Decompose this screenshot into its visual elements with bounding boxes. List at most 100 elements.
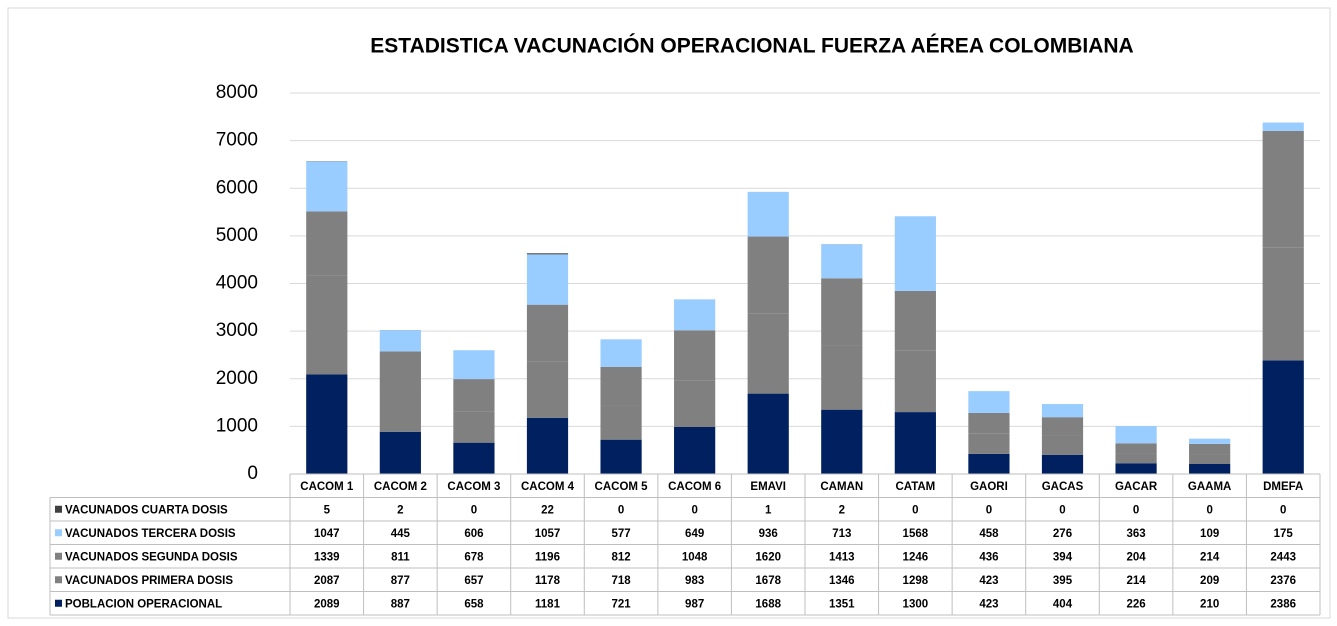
bar-segment — [306, 211, 347, 275]
table-value: 1178 — [535, 575, 561, 587]
table-value: 812 — [611, 551, 630, 563]
table-value: 1047 — [314, 528, 340, 540]
x-tick-label: CACOM 4 — [521, 481, 575, 493]
bar-segment — [380, 330, 421, 351]
y-tick-label: 2000 — [216, 368, 258, 389]
bar-segment — [453, 350, 494, 379]
bar-segment — [1115, 463, 1156, 474]
table-value: 0 — [1133, 504, 1139, 516]
bar-segment — [380, 432, 421, 474]
y-tick-label: 5000 — [216, 225, 258, 246]
table-value: 1678 — [755, 575, 781, 587]
table-value: 394 — [1053, 551, 1073, 563]
bar-segment — [1263, 247, 1304, 360]
bar-segment — [968, 391, 1009, 413]
table-value: 22 — [541, 504, 554, 516]
table-value: 1688 — [755, 598, 781, 610]
table-value: 606 — [464, 528, 483, 540]
x-tick-label: CACOM 3 — [447, 481, 500, 493]
table-value: 423 — [979, 575, 998, 587]
table-value: 226 — [1126, 598, 1145, 610]
table-value: 987 — [685, 598, 704, 610]
x-tick-label: GACAR — [1115, 481, 1158, 493]
legend-swatch — [55, 576, 62, 583]
table-value: 458 — [979, 528, 999, 540]
bar-segment — [306, 161, 347, 211]
bar-segment — [1115, 426, 1156, 443]
y-tick-label: 0 — [247, 463, 258, 484]
table-value: 0 — [1280, 504, 1286, 516]
chart-title: ESTADISTICA VACUNACIÓN OPERACIONAL FUERZ… — [370, 34, 1133, 58]
y-tick-label: 8000 — [216, 82, 258, 103]
bar-segment — [1263, 131, 1304, 247]
legend-label: POBLACION OPERACIONAL — [65, 598, 222, 610]
bar-segment — [453, 379, 494, 411]
legend-label: VACUNADOS CUARTA DOSIS — [65, 504, 228, 516]
table-value: 436 — [979, 551, 998, 563]
table-value: 713 — [832, 528, 851, 540]
table-value: 2386 — [1270, 598, 1296, 610]
table-value: 0 — [1206, 504, 1212, 516]
bar-segment — [674, 380, 715, 427]
table-value: 5 — [324, 504, 331, 516]
y-tick-label: 3000 — [216, 320, 258, 341]
bar-segment — [674, 330, 715, 380]
table-value: 1048 — [682, 551, 708, 563]
bar-segment — [895, 350, 936, 412]
table-value: 0 — [691, 504, 697, 516]
bar-segment — [1189, 444, 1230, 454]
bar-segment — [1263, 123, 1304, 131]
table-value: 214 — [1200, 551, 1220, 563]
bar-segment — [1042, 455, 1083, 474]
bar-segment — [1189, 439, 1230, 444]
legend-swatch — [55, 600, 62, 607]
table-value: 2 — [839, 504, 845, 516]
table-value: 1620 — [755, 551, 781, 563]
table-value: 2089 — [314, 598, 340, 610]
table-value: 423 — [979, 598, 998, 610]
bar-segment — [453, 411, 494, 442]
table-value: 1300 — [903, 598, 929, 610]
table-value: 0 — [912, 504, 918, 516]
table-value: 1298 — [903, 575, 929, 587]
legend-swatch — [55, 553, 62, 560]
bar-segment — [527, 305, 568, 362]
y-tick-label: 4000 — [216, 273, 258, 294]
bar-segment — [968, 454, 1009, 474]
bar-segment — [821, 244, 862, 278]
table-value: 811 — [391, 551, 410, 563]
table-value: 175 — [1274, 528, 1294, 540]
table-value: 363 — [1126, 528, 1145, 540]
bar-segment — [674, 427, 715, 474]
table-value: 649 — [685, 528, 704, 540]
x-tick-label: CACOM 2 — [374, 481, 427, 493]
bar-segment — [453, 443, 494, 474]
table-value: 1339 — [314, 551, 340, 563]
x-tick-label: DMEFA — [1263, 481, 1303, 493]
table-value: 718 — [611, 575, 631, 587]
table-value: 1 — [765, 504, 772, 516]
table-value: 0 — [618, 504, 624, 516]
y-tick-label: 1000 — [216, 415, 258, 436]
bar-segment — [895, 291, 936, 350]
bar-segment — [1042, 404, 1083, 417]
table-value: 210 — [1200, 598, 1219, 610]
bar-segment — [748, 314, 789, 394]
table-value: 214 — [1126, 575, 1146, 587]
x-tick-label: CACOM 6 — [668, 481, 721, 493]
table-value: 577 — [611, 528, 630, 540]
legend-label: VACUNADOS SEGUNDA DOSIS — [65, 551, 238, 563]
bar-segment — [1115, 443, 1156, 453]
bar-segment — [380, 351, 421, 390]
bar-segment — [748, 192, 789, 237]
bar-segment — [527, 254, 568, 304]
legend-swatch — [55, 529, 62, 536]
bar-segment — [1263, 360, 1304, 474]
x-tick-label: GAORI — [970, 481, 1008, 493]
bar-segment — [968, 413, 1009, 434]
bar-segment — [748, 394, 789, 474]
x-tick-label: CACOM 1 — [300, 481, 354, 493]
bar-segment — [600, 339, 641, 366]
table-value: 678 — [464, 551, 484, 563]
